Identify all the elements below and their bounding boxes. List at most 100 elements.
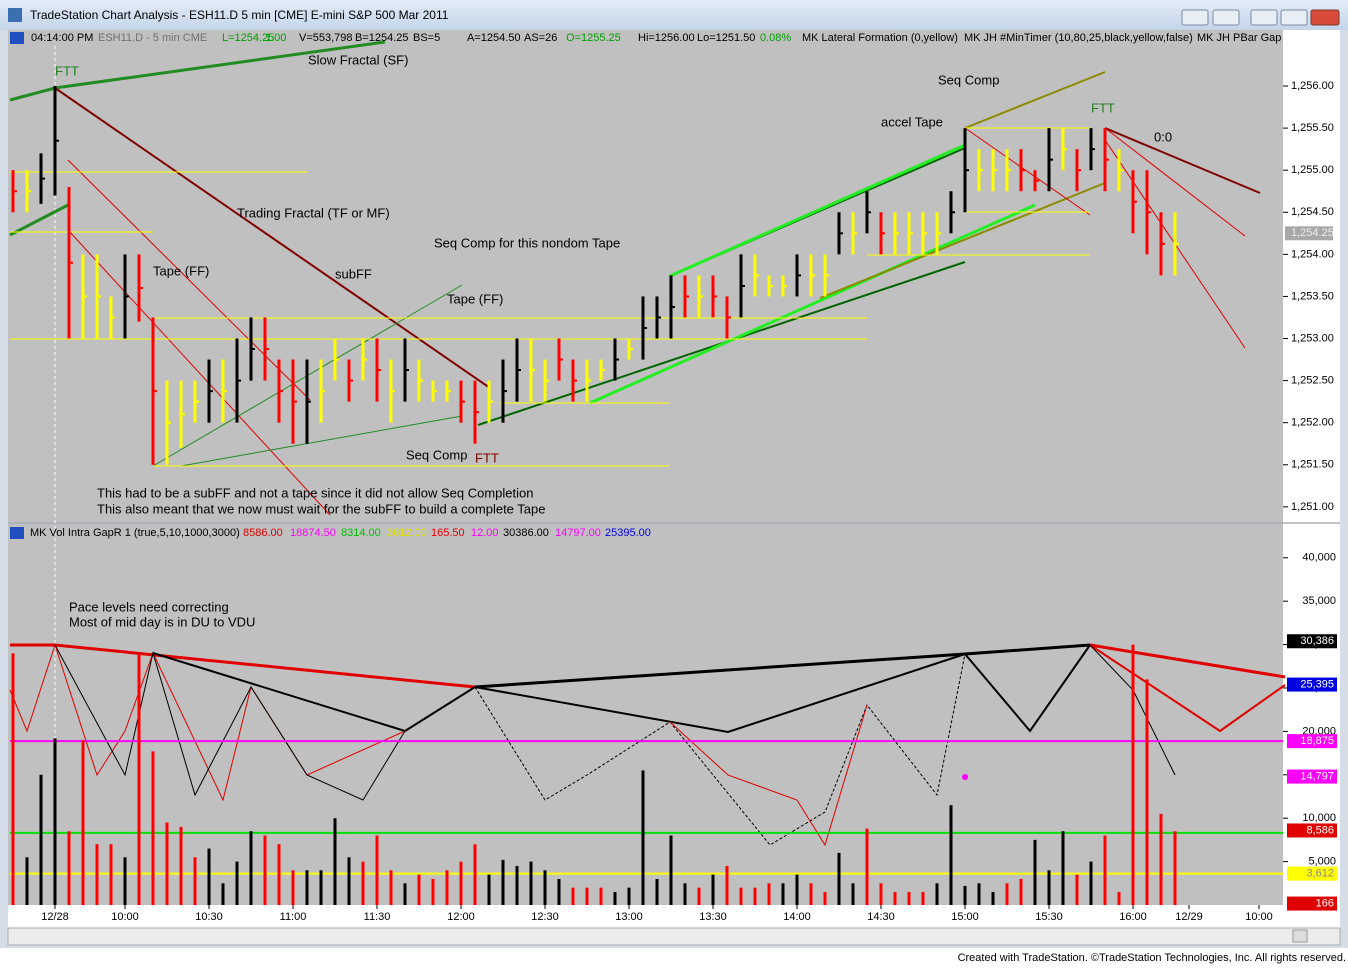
indicator-reading: 165.50 bbox=[431, 527, 465, 539]
status-item: Hi=1256.00 bbox=[638, 32, 695, 44]
level-flag bbox=[1287, 896, 1337, 911]
status-item: MK Lateral Formation (0,yellow) bbox=[802, 32, 958, 44]
chart-layer: 04:14:00 PM ESH11.D - 5 min CME L=1254.251… bbox=[10, 32, 1337, 923]
y-tick-label: 1,256.00 bbox=[1291, 80, 1334, 92]
level-flag bbox=[1287, 734, 1337, 749]
level-label: 166 bbox=[1316, 897, 1334, 909]
x-tick-label: 10:30 bbox=[195, 911, 223, 923]
level-label: 14,797 bbox=[1300, 770, 1334, 782]
indicator-reading: 8314.00 bbox=[341, 527, 381, 539]
x-tick-label: 14:30 bbox=[867, 911, 895, 923]
annotation: FTT bbox=[55, 63, 79, 78]
x-tick-label: 15:30 bbox=[1035, 911, 1063, 923]
last-price-flag bbox=[1285, 226, 1333, 241]
status-item: 0.08% bbox=[760, 32, 791, 44]
level-flag bbox=[1287, 866, 1337, 881]
y-tick-label: 1,253.00 bbox=[1291, 332, 1334, 344]
scrollbar[interactable] bbox=[7, 927, 1341, 946]
panel-icon bbox=[10, 527, 24, 539]
price-panel bbox=[8, 30, 1283, 522]
x-tick-label: 14:00 bbox=[783, 911, 811, 923]
status-item: AS=26 bbox=[524, 32, 557, 44]
status-item: ESH11.D - 5 min CME bbox=[98, 32, 207, 44]
close-button[interactable] bbox=[1310, 9, 1340, 26]
footer-bar bbox=[0, 948, 1348, 965]
x-tick-label: 16:00 bbox=[1119, 911, 1147, 923]
level-label: 30,386 bbox=[1300, 635, 1334, 647]
level-flag bbox=[1287, 634, 1337, 649]
y-tick-label: 1,254.50 bbox=[1291, 206, 1334, 218]
y-tick-label: 1,253.50 bbox=[1291, 290, 1334, 302]
status-item: 1.00 bbox=[265, 32, 286, 44]
trend-line bbox=[9, 203, 69, 237]
annotation: Most of mid day is in DU to VDU bbox=[69, 614, 255, 629]
trend-line bbox=[819, 182, 1106, 299]
annotation: Tape (FF) bbox=[153, 263, 209, 278]
status-item: L=1254.25 bbox=[222, 32, 274, 44]
scroll-thumb[interactable] bbox=[1292, 929, 1308, 943]
y-tick-label: 10,000 bbox=[1302, 812, 1336, 824]
trend-line bbox=[964, 127, 1091, 216]
app-icon bbox=[8, 8, 22, 22]
annotation: Seq Comp bbox=[938, 72, 999, 87]
indicator-reading: 12.00 bbox=[471, 527, 499, 539]
marker-dot bbox=[962, 774, 968, 780]
title-bar bbox=[0, 0, 1348, 30]
tools-button[interactable] bbox=[1212, 9, 1240, 26]
symbol-button[interactable] bbox=[1181, 9, 1209, 26]
status-item: O=1255.25 bbox=[566, 32, 621, 44]
indicator-reading: 18874.50 bbox=[290, 527, 336, 539]
x-tick-label: 10:00 bbox=[111, 911, 139, 923]
trend-line bbox=[589, 203, 1036, 405]
annotation: Seq Comp for this nondom Tape bbox=[434, 235, 620, 250]
status-item: MK JH #MinTimer (10,80,25,black,yellow,f… bbox=[964, 32, 1193, 44]
window-title: TradeStation Chart Analysis - ESH11.D 5 … bbox=[30, 8, 449, 22]
indicator-reading: 3612.00 bbox=[387, 527, 427, 539]
annotation: This also meant that we now must wait fo… bbox=[97, 501, 545, 516]
y-tick-label: 5,000 bbox=[1308, 856, 1336, 868]
status-item: B=1254.25 bbox=[355, 32, 409, 44]
trend-line bbox=[669, 143, 966, 278]
level-label: 18,875 bbox=[1300, 735, 1334, 747]
annotation: Trading Fractal (TF or MF) bbox=[237, 205, 390, 220]
pace-line bbox=[1089, 643, 1286, 679]
trend-line bbox=[180, 415, 463, 467]
x-tick-label: 15:00 bbox=[951, 911, 979, 923]
x-tick-label: 13:30 bbox=[699, 911, 727, 923]
y-tick-label: 35,000 bbox=[1302, 595, 1336, 607]
level-flag bbox=[1287, 769, 1337, 784]
minimize-button[interactable] bbox=[1250, 9, 1278, 26]
x-tick-label: 10:00 bbox=[1245, 911, 1273, 923]
trend-line bbox=[67, 229, 331, 516]
annotation: accel Tape bbox=[881, 114, 943, 129]
x-tick-label: 13:00 bbox=[615, 911, 643, 923]
annotation: Seq Comp bbox=[406, 447, 467, 462]
annotation: FTT bbox=[475, 450, 499, 465]
status-item: A=1254.50 bbox=[467, 32, 521, 44]
trend-line bbox=[1104, 127, 1261, 194]
x-tick-label: 12/28 bbox=[41, 911, 69, 923]
x-tick-label: 12:00 bbox=[447, 911, 475, 923]
x-tick-label: 12:30 bbox=[531, 911, 559, 923]
trend-line bbox=[1104, 127, 1246, 237]
status-item: Lo=1251.50 bbox=[697, 32, 755, 44]
maximize-button[interactable] bbox=[1280, 9, 1308, 26]
x-tick-label: 12/29 bbox=[1175, 911, 1203, 923]
annotation: FTT bbox=[1091, 100, 1115, 115]
pace-line bbox=[669, 704, 868, 847]
trend-line bbox=[964, 71, 1106, 129]
level-label: 25,395 bbox=[1300, 678, 1334, 690]
trend-line bbox=[54, 87, 491, 389]
annotation: This had to be a subFF and not a tape si… bbox=[97, 485, 533, 500]
status-line bbox=[8, 30, 1283, 46]
status-item: BS=5 bbox=[413, 32, 440, 44]
status-item: 04:14:00 PM bbox=[31, 32, 93, 44]
indicator-reading: 30386.00 bbox=[503, 527, 549, 539]
pace-line bbox=[474, 653, 966, 734]
y-tick-label: 1,251.50 bbox=[1291, 459, 1334, 471]
last-price-label: 1,254.25 bbox=[1291, 227, 1334, 239]
level-label: 8,586 bbox=[1306, 824, 1334, 836]
annotation: 0:0 bbox=[1154, 129, 1172, 144]
